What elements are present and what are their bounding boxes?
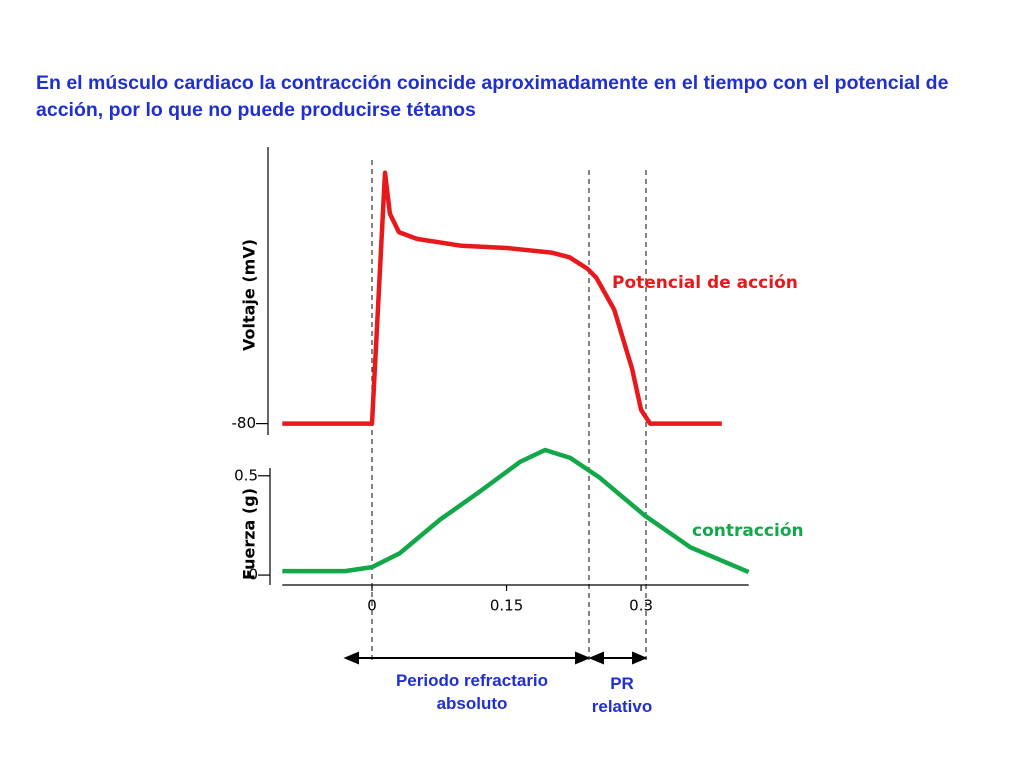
arrow-head [588,651,604,665]
annotation: Periodo refractario absoluto [362,669,582,715]
series-label: Potencial de acción [612,273,798,293]
series-line [282,170,722,426]
x-tick-label: 0 [367,597,377,615]
x-tick-label: 0.15 [490,597,523,615]
annotation-line: absoluto [436,694,508,713]
arrow-head [575,651,591,665]
y-tick-label: 0 [248,566,258,584]
annotation-line: relativo [591,697,653,716]
annotation-line: Periodo refractario [395,671,549,690]
annotation-line: PR [610,674,634,693]
annotation: PR relativo [572,672,672,718]
y-tick-label: -80 [232,414,257,432]
series-label: contracción [692,521,804,541]
y-tick-label: 0.5 [234,466,258,484]
x-tick-label: 0.3 [629,597,653,615]
y-axis-label: Voltaje (mV) [240,239,259,351]
slide-title: En el músculo cardiaco la contracción co… [36,72,949,121]
arrow-head [343,651,359,665]
arrow-head [632,651,648,665]
period-arrows [343,651,648,665]
series-line [282,447,750,575]
y-axis-label: Fuerza (g) [240,488,259,580]
